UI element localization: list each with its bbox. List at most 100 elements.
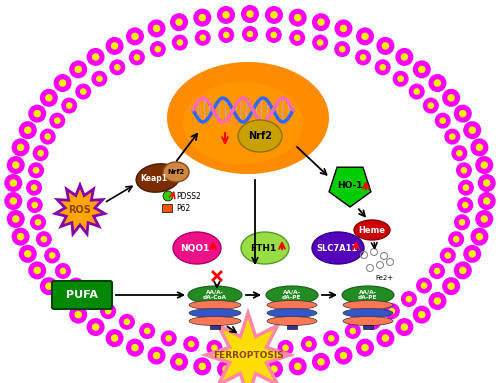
Circle shape xyxy=(442,89,460,107)
Circle shape xyxy=(361,33,369,40)
Circle shape xyxy=(476,210,494,228)
Circle shape xyxy=(428,74,446,92)
Polygon shape xyxy=(56,185,104,234)
Circle shape xyxy=(420,282,428,289)
Circle shape xyxy=(24,126,32,134)
Circle shape xyxy=(32,167,40,173)
Circle shape xyxy=(150,41,166,57)
Circle shape xyxy=(444,129,460,145)
Text: FTH1: FTH1 xyxy=(250,244,276,252)
Circle shape xyxy=(392,71,408,87)
Circle shape xyxy=(211,344,218,351)
Circle shape xyxy=(134,54,140,61)
Circle shape xyxy=(217,6,235,24)
Circle shape xyxy=(246,31,254,38)
Ellipse shape xyxy=(189,308,241,318)
Circle shape xyxy=(40,236,47,242)
Ellipse shape xyxy=(183,82,303,164)
Circle shape xyxy=(476,144,483,151)
Circle shape xyxy=(59,297,66,305)
Circle shape xyxy=(334,41,350,57)
Circle shape xyxy=(218,27,234,43)
Circle shape xyxy=(476,156,494,174)
Circle shape xyxy=(483,179,490,187)
Text: PDSS2: PDSS2 xyxy=(176,192,201,200)
Circle shape xyxy=(222,365,230,373)
Circle shape xyxy=(350,327,356,334)
Circle shape xyxy=(45,94,52,101)
Text: AA/A-
dA-CoA: AA/A- dA-CoA xyxy=(203,290,227,300)
Circle shape xyxy=(194,357,212,375)
Circle shape xyxy=(44,247,60,264)
Circle shape xyxy=(384,303,400,319)
FancyBboxPatch shape xyxy=(363,325,373,329)
Circle shape xyxy=(355,49,371,65)
Circle shape xyxy=(34,267,41,274)
Ellipse shape xyxy=(238,120,282,152)
Ellipse shape xyxy=(267,316,317,326)
Circle shape xyxy=(312,34,328,51)
Circle shape xyxy=(32,202,38,208)
Circle shape xyxy=(36,231,52,247)
Circle shape xyxy=(172,34,188,51)
Text: NQO1: NQO1 xyxy=(180,244,210,252)
Circle shape xyxy=(434,268,440,274)
Ellipse shape xyxy=(163,162,189,182)
Circle shape xyxy=(131,344,139,352)
Circle shape xyxy=(458,197,473,213)
Circle shape xyxy=(12,138,30,156)
Text: Heme: Heme xyxy=(358,226,386,234)
Circle shape xyxy=(458,180,474,196)
Circle shape xyxy=(66,102,72,109)
FancyBboxPatch shape xyxy=(287,325,297,329)
Circle shape xyxy=(45,282,52,290)
Circle shape xyxy=(429,263,445,279)
Ellipse shape xyxy=(343,308,393,318)
Circle shape xyxy=(328,335,334,342)
Circle shape xyxy=(396,318,413,336)
Circle shape xyxy=(72,282,80,289)
FancyBboxPatch shape xyxy=(52,281,112,309)
Circle shape xyxy=(40,129,56,145)
Circle shape xyxy=(428,292,446,310)
Ellipse shape xyxy=(241,232,289,264)
Circle shape xyxy=(444,252,451,259)
Ellipse shape xyxy=(173,232,221,264)
Circle shape xyxy=(50,113,66,129)
Circle shape xyxy=(28,162,44,178)
Circle shape xyxy=(144,327,150,334)
Circle shape xyxy=(111,334,118,342)
Circle shape xyxy=(294,363,302,370)
Circle shape xyxy=(459,267,466,274)
Circle shape xyxy=(131,33,139,40)
Circle shape xyxy=(119,314,135,330)
Circle shape xyxy=(246,366,254,374)
Ellipse shape xyxy=(189,301,241,309)
Circle shape xyxy=(10,197,17,205)
Circle shape xyxy=(462,202,468,208)
Circle shape xyxy=(406,296,412,302)
Circle shape xyxy=(176,39,183,46)
Circle shape xyxy=(30,184,38,191)
Circle shape xyxy=(282,344,289,351)
Circle shape xyxy=(476,233,483,241)
Circle shape xyxy=(382,334,389,342)
Text: HO-1: HO-1 xyxy=(337,180,363,190)
Circle shape xyxy=(111,42,118,50)
Ellipse shape xyxy=(189,316,241,326)
Text: Nrf2: Nrf2 xyxy=(168,169,184,175)
Ellipse shape xyxy=(167,62,329,174)
Circle shape xyxy=(188,340,194,347)
Circle shape xyxy=(153,25,160,32)
Polygon shape xyxy=(206,313,290,383)
Circle shape xyxy=(478,174,496,192)
Ellipse shape xyxy=(42,41,458,343)
Circle shape xyxy=(294,34,300,41)
Circle shape xyxy=(206,340,222,356)
Circle shape xyxy=(356,339,374,357)
Circle shape xyxy=(61,98,77,114)
Circle shape xyxy=(105,308,112,314)
Circle shape xyxy=(270,365,278,373)
Circle shape xyxy=(324,331,340,346)
Circle shape xyxy=(317,18,324,26)
